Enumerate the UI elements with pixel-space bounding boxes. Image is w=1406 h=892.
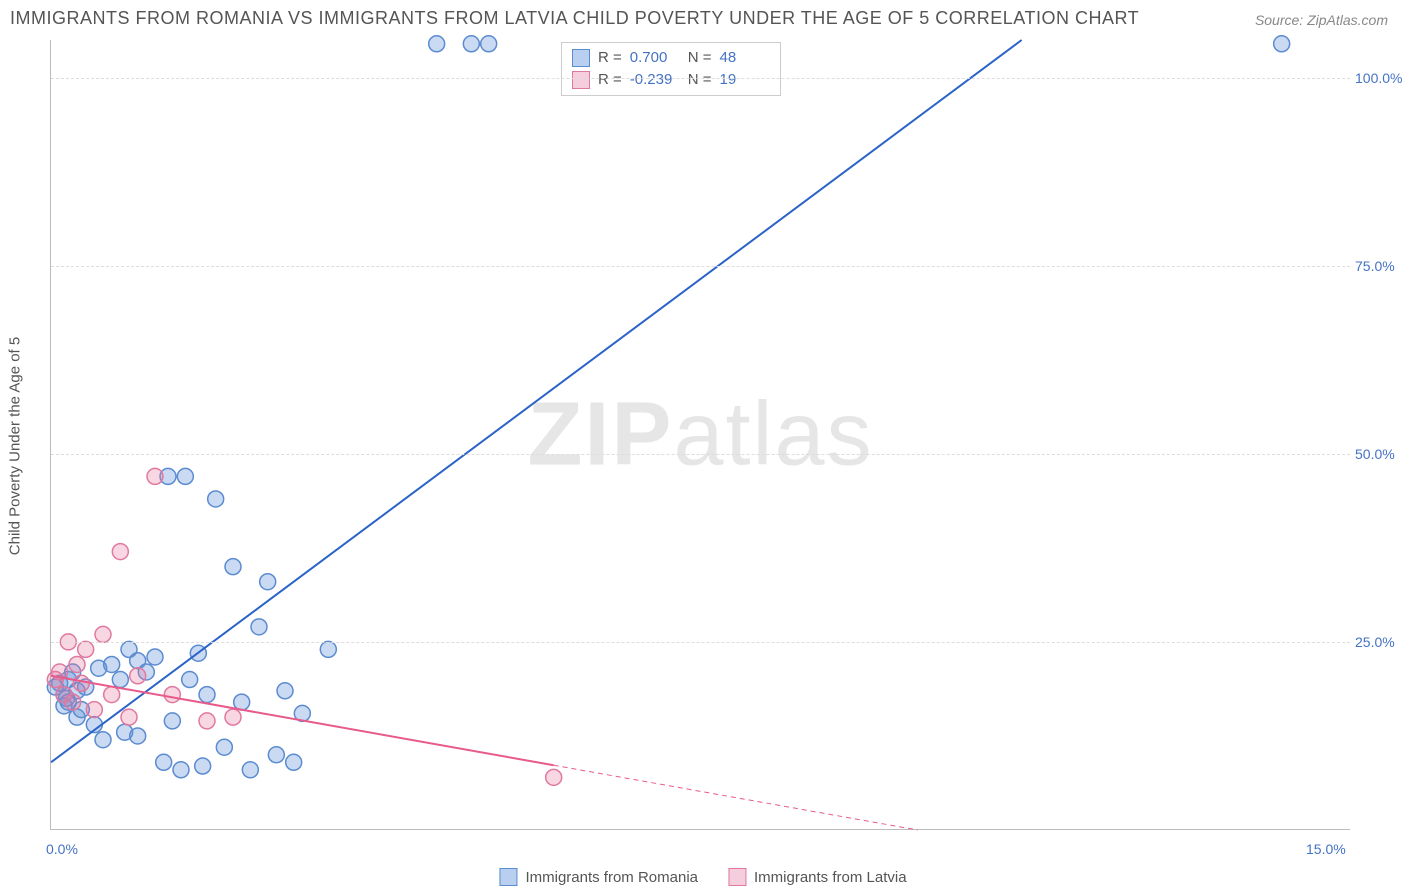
legend-swatch — [572, 71, 590, 89]
gridline — [51, 266, 1350, 267]
y-tick-label: 100.0% — [1355, 70, 1405, 86]
legend-label: Immigrants from Romania — [525, 869, 698, 886]
data-point — [1274, 36, 1290, 52]
y-tick-label: 50.0% — [1355, 446, 1405, 462]
data-point — [320, 641, 336, 657]
data-point — [208, 491, 224, 507]
stat-n-label: N = — [688, 47, 712, 69]
y-tick-label: 25.0% — [1355, 634, 1405, 650]
stat-r-value: 0.700 — [630, 47, 680, 69]
stats-box: R = 0.700 N = 48 R = -0.239 N = 19 — [561, 42, 781, 96]
data-point — [199, 713, 215, 729]
data-point — [69, 656, 85, 672]
data-point — [130, 668, 146, 684]
data-point — [78, 641, 94, 657]
stat-r-label: R = — [598, 47, 622, 69]
data-point — [130, 728, 146, 744]
data-point — [546, 769, 562, 785]
data-point — [147, 468, 163, 484]
data-point — [286, 754, 302, 770]
stat-n-label: N = — [688, 69, 712, 91]
data-point — [65, 694, 81, 710]
stat-r-label: R = — [598, 69, 622, 91]
data-point — [260, 574, 276, 590]
data-point — [95, 626, 111, 642]
data-point — [164, 687, 180, 703]
data-point — [73, 675, 89, 691]
legend-item: Immigrants from Latvia — [728, 868, 907, 886]
data-point — [164, 713, 180, 729]
data-point — [429, 36, 445, 52]
data-point — [86, 702, 102, 718]
stat-n-value: 19 — [720, 69, 770, 91]
data-point — [182, 672, 198, 688]
legend-label: Immigrants from Latvia — [754, 869, 907, 886]
data-point — [173, 762, 189, 778]
data-point — [242, 762, 258, 778]
legend-swatch — [728, 868, 746, 886]
trend-line-extrapolated — [554, 765, 918, 830]
y-tick-label: 75.0% — [1355, 258, 1405, 274]
y-axis-label: Child Poverty Under the Age of 5 — [7, 337, 24, 555]
legend-swatch — [572, 49, 590, 67]
gridline — [51, 642, 1350, 643]
legend-item: Immigrants from Romania — [499, 868, 698, 886]
chart-title: IMMIGRANTS FROM ROMANIA VS IMMIGRANTS FR… — [10, 8, 1139, 29]
data-point — [277, 683, 293, 699]
data-point — [156, 754, 172, 770]
data-point — [251, 619, 267, 635]
data-point — [481, 36, 497, 52]
data-point — [225, 559, 241, 575]
bottom-legend: Immigrants from Romania Immigrants from L… — [499, 868, 906, 886]
data-point — [104, 687, 120, 703]
legend-swatch — [499, 868, 517, 886]
x-tick-label: 0.0% — [46, 841, 78, 857]
data-point — [112, 544, 128, 560]
data-point — [199, 687, 215, 703]
stat-r-value: -0.239 — [630, 69, 680, 91]
stats-row: R = 0.700 N = 48 — [572, 47, 770, 69]
gridline — [51, 454, 1350, 455]
data-point — [177, 468, 193, 484]
data-point — [95, 732, 111, 748]
data-point — [104, 656, 120, 672]
data-point — [112, 672, 128, 688]
data-point — [268, 747, 284, 763]
stats-row: R = -0.239 N = 19 — [572, 69, 770, 91]
data-point — [121, 709, 137, 725]
plot-area: ZIPatlas R =0.700N =48R =-0.239N =19 25.… — [50, 40, 1350, 830]
data-point — [195, 758, 211, 774]
trend-line — [51, 40, 1022, 762]
gridline — [51, 78, 1350, 79]
data-point — [216, 739, 232, 755]
chart-svg — [51, 40, 1350, 829]
data-point — [225, 709, 241, 725]
data-point — [147, 649, 163, 665]
source-attribution: Source: ZipAtlas.com — [1255, 12, 1388, 28]
stat-n-value: 48 — [720, 47, 770, 69]
data-point — [463, 36, 479, 52]
x-tick-label: 15.0% — [1306, 841, 1346, 857]
